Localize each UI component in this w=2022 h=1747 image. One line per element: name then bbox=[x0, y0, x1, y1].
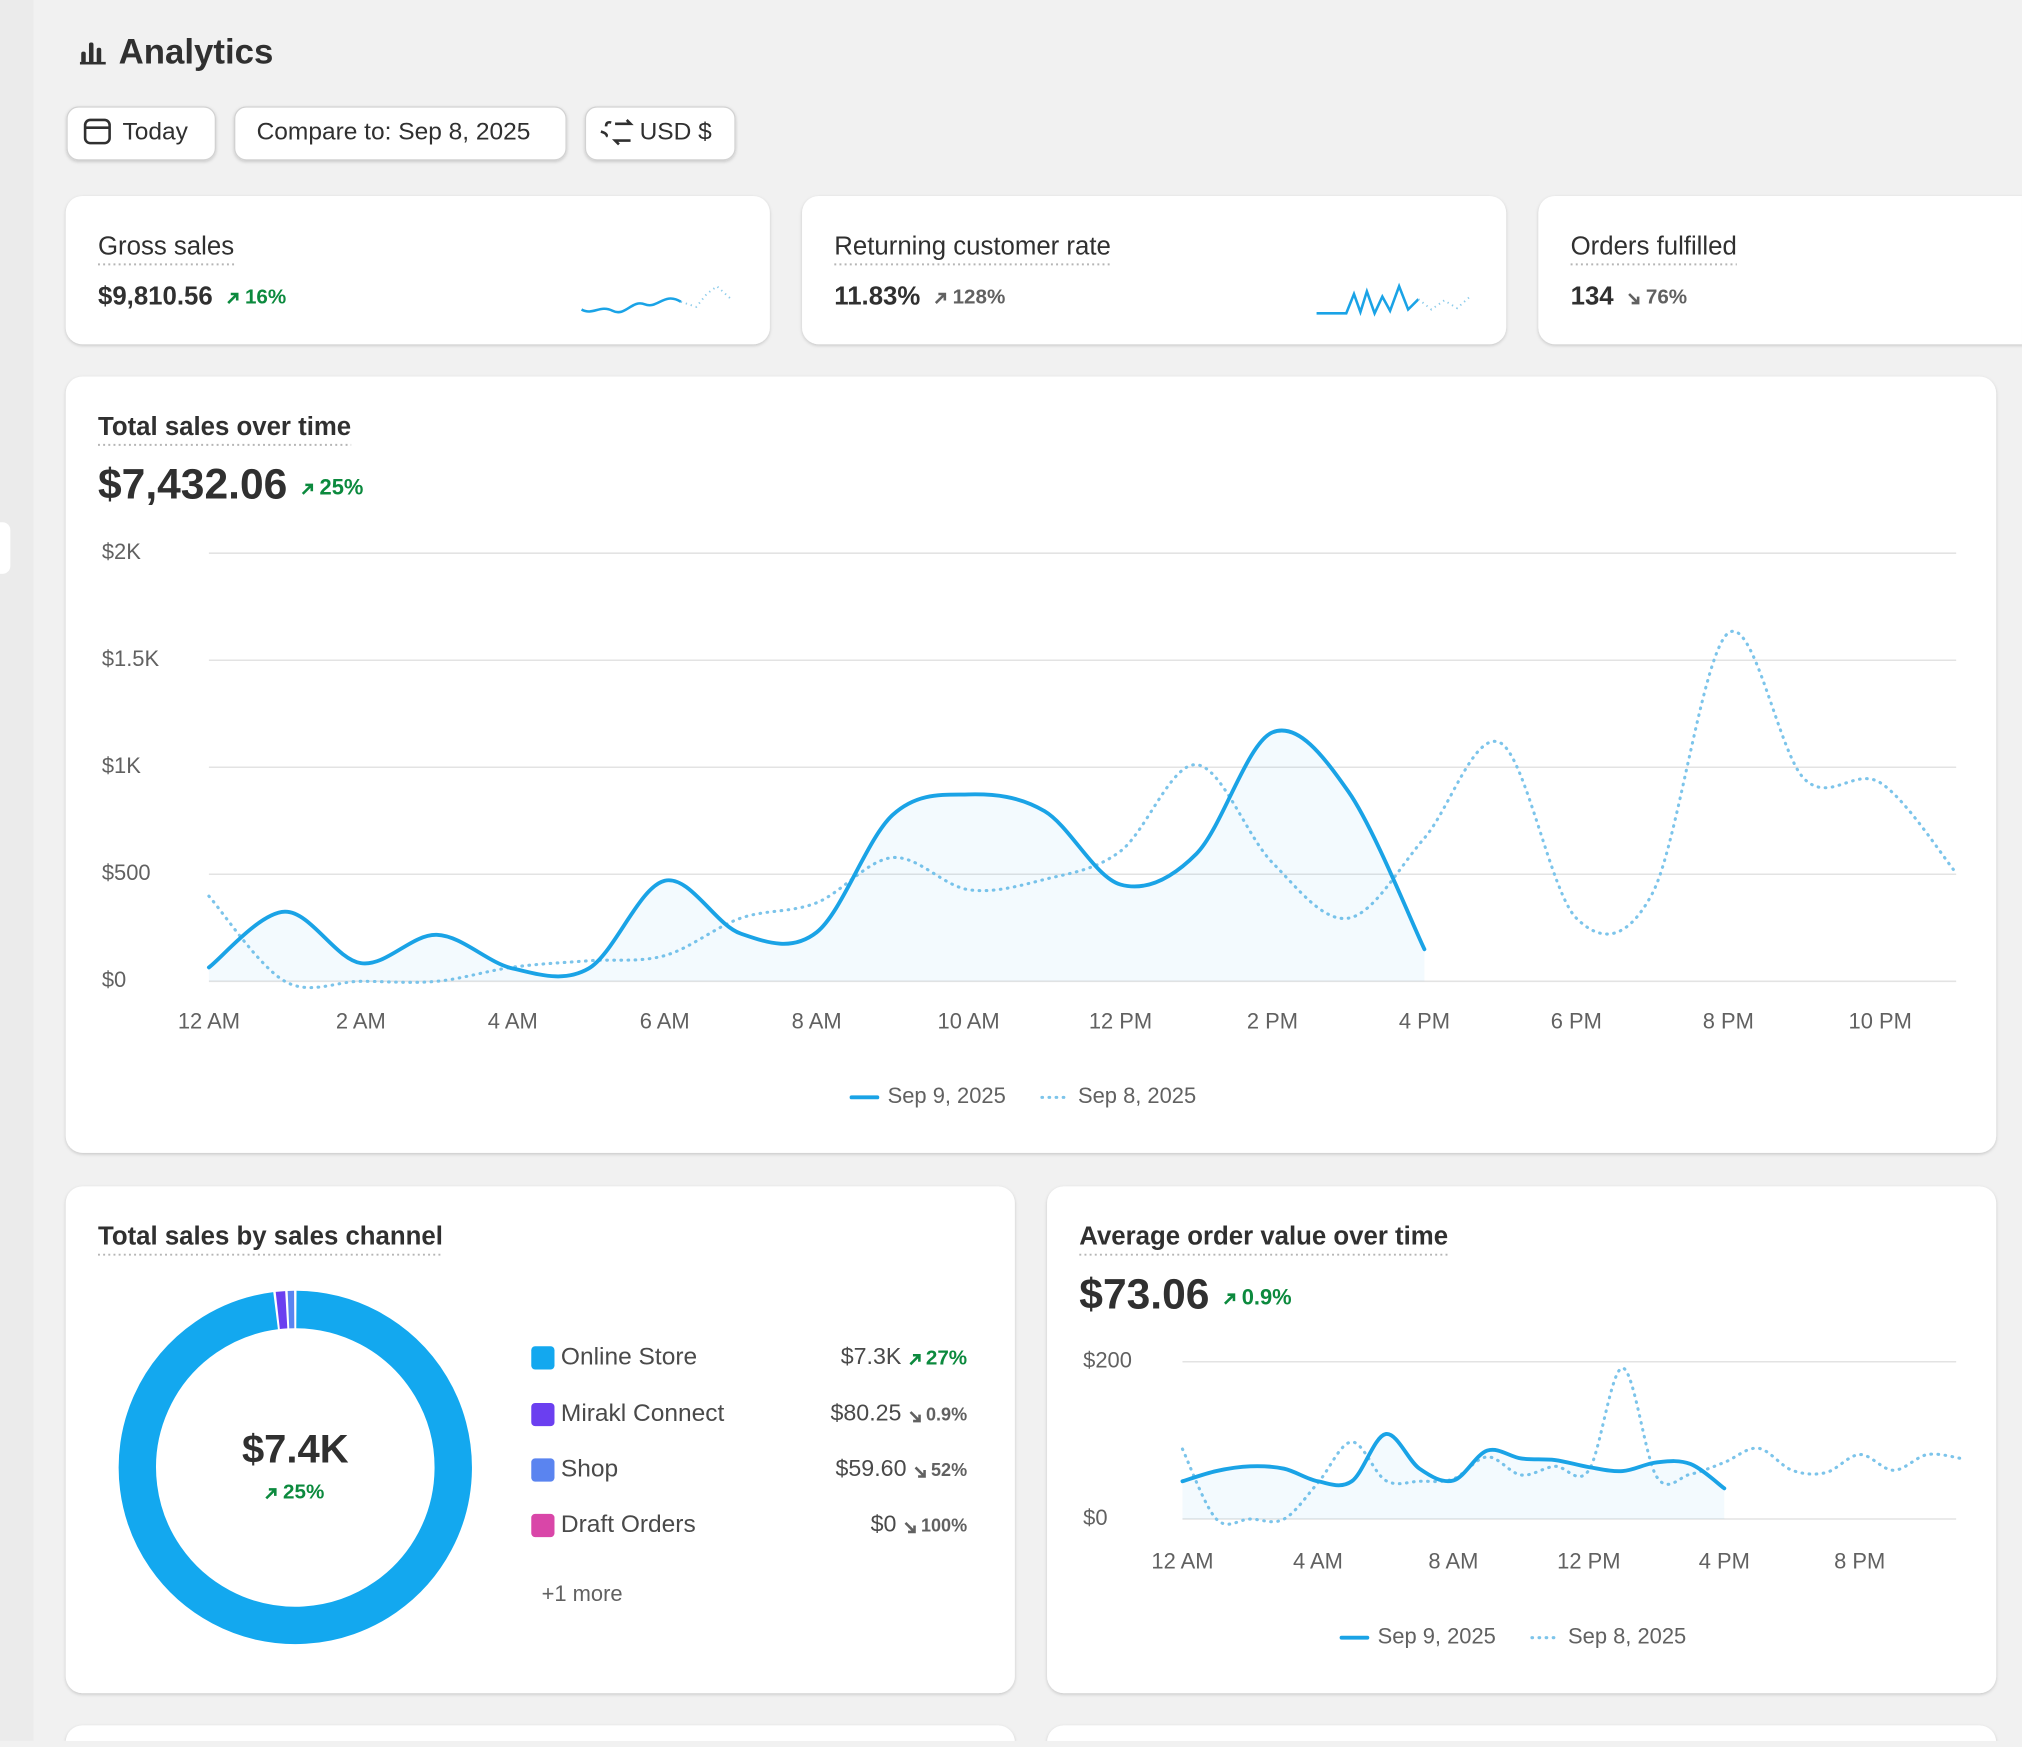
chart-title: Total sales by sales channel bbox=[98, 1223, 443, 1251]
x-tick-label: 6 AM bbox=[640, 1008, 690, 1033]
change-value: 16% bbox=[245, 285, 286, 308]
y-tick-label: $200 bbox=[1083, 1348, 1132, 1373]
legend-swatch bbox=[531, 1458, 554, 1481]
x-tick-label: 4 PM bbox=[1699, 1549, 1750, 1574]
card bbox=[1047, 1725, 1996, 1740]
legend-change: 0.9% bbox=[926, 1405, 967, 1425]
legend-label: Sep 9, 2025 bbox=[1378, 1623, 1496, 1648]
change-value: 25% bbox=[283, 1481, 324, 1504]
kpi-label: Orders fulfilled bbox=[1571, 232, 1737, 260]
y-tick-label: $2K bbox=[102, 539, 141, 564]
toolbar-button[interactable]: Today bbox=[67, 107, 215, 160]
legend-swatch bbox=[531, 1346, 554, 1369]
legend-label: Shop bbox=[561, 1455, 618, 1482]
change-value: 0.9% bbox=[1242, 1284, 1292, 1309]
kpi-label: Returning customer rate bbox=[834, 232, 1111, 260]
y-tick-label: $1.5K bbox=[102, 646, 160, 671]
chart-total: $7,432.06 bbox=[98, 461, 287, 509]
kpi-value: $9,810.56 bbox=[98, 283, 213, 311]
x-tick-label: 8 AM bbox=[792, 1008, 842, 1033]
legend-change: 52% bbox=[931, 1460, 967, 1480]
change-value: 25% bbox=[320, 475, 364, 500]
y-tick-label: $0 bbox=[102, 967, 126, 992]
legend-change: 27% bbox=[926, 1347, 967, 1370]
legend-label: Mirakl Connect bbox=[561, 1400, 725, 1427]
legend-value: $80.25 bbox=[830, 1400, 901, 1426]
button-label[interactable]: Compare to: Sep 8, 2025 bbox=[257, 118, 531, 145]
legend-value: $59.60 bbox=[836, 1455, 907, 1481]
sidebar-edge bbox=[0, 0, 34, 1741]
legend-label: Sep 8, 2025 bbox=[1078, 1083, 1196, 1108]
y-tick-label: $0 bbox=[1083, 1505, 1107, 1530]
x-tick-label: 4 AM bbox=[1293, 1549, 1343, 1574]
analytics-icon bbox=[80, 43, 106, 65]
toolbar-button[interactable]: USD $ bbox=[585, 107, 735, 160]
sidebar-tab bbox=[0, 522, 10, 574]
card bbox=[66, 1725, 1015, 1740]
x-tick-label: 8 AM bbox=[1428, 1549, 1478, 1574]
donut-segment bbox=[278, 1310, 286, 1311]
x-tick-label: 10 AM bbox=[938, 1008, 1000, 1033]
chart-title: Total sales over time bbox=[98, 413, 351, 441]
x-tick-label: 12 AM bbox=[1151, 1549, 1213, 1574]
kpi-value: 134 bbox=[1571, 283, 1615, 311]
card bbox=[1538, 196, 2022, 344]
legend-label: Sep 9, 2025 bbox=[888, 1083, 1006, 1108]
donut-center-label: $7.4K bbox=[242, 1428, 349, 1472]
x-tick-label: 12 PM bbox=[1557, 1549, 1620, 1574]
card bbox=[1047, 1186, 1996, 1693]
legend-label: Sep 8, 2025 bbox=[1568, 1623, 1686, 1648]
x-tick-label: 10 PM bbox=[1849, 1008, 1912, 1033]
toolbar-button[interactable]: Compare to: Sep 8, 2025 bbox=[235, 107, 566, 160]
kpi-value: 11.83% bbox=[834, 283, 920, 311]
x-tick-label: 12 PM bbox=[1089, 1008, 1152, 1033]
x-tick-label: 4 PM bbox=[1399, 1008, 1450, 1033]
legend-label: Online Store bbox=[561, 1343, 697, 1370]
button-label[interactable]: USD $ bbox=[640, 118, 713, 145]
card bbox=[66, 196, 770, 344]
y-tick-label: $500 bbox=[102, 860, 151, 885]
page-title: Analytics bbox=[119, 32, 274, 71]
chart-title: Average order value over time bbox=[1079, 1223, 1448, 1251]
x-tick-label: 8 PM bbox=[1834, 1549, 1885, 1574]
button-label[interactable]: Today bbox=[123, 118, 189, 145]
x-tick-label: 2 PM bbox=[1247, 1008, 1298, 1033]
y-tick-label: $1K bbox=[102, 753, 141, 778]
x-tick-label: 12 AM bbox=[178, 1008, 240, 1033]
legend-swatch bbox=[531, 1514, 554, 1537]
kpi-label: Gross sales bbox=[98, 232, 234, 260]
legend-more[interactable]: +1 more bbox=[542, 1581, 623, 1606]
chart-total: $73.06 bbox=[1079, 1270, 1209, 1318]
legend-label: Draft Orders bbox=[561, 1511, 696, 1538]
x-tick-label: 2 AM bbox=[336, 1008, 386, 1033]
legend-change: 100% bbox=[921, 1516, 967, 1536]
card bbox=[802, 196, 1506, 344]
x-tick-label: 8 PM bbox=[1703, 1008, 1754, 1033]
change-value: 76% bbox=[1646, 285, 1687, 308]
x-tick-label: 6 PM bbox=[1551, 1008, 1602, 1033]
x-tick-label: 4 AM bbox=[488, 1008, 538, 1033]
legend-value: $7.3K bbox=[841, 1343, 902, 1369]
change-value: 128% bbox=[953, 285, 1006, 308]
legend-swatch bbox=[531, 1403, 554, 1426]
legend-value: $0 bbox=[871, 1511, 897, 1537]
